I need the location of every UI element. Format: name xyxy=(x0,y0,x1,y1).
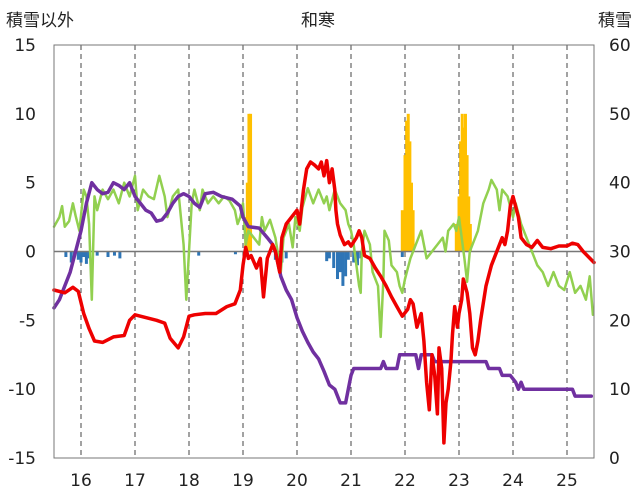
blue-bar-8 xyxy=(95,251,99,256)
orange-bar-5 xyxy=(403,155,407,252)
y-left-tick-labels: 15 10 5 0 -5 -10 -15 xyxy=(8,36,36,469)
blue-bar-19 xyxy=(332,251,336,269)
blue-bar-11 xyxy=(118,251,122,259)
orange-bar-1 xyxy=(245,182,249,252)
x-tick-25: 25 xyxy=(556,471,578,491)
y-left-tick-0: 0 xyxy=(25,243,36,263)
orange-bar-13 xyxy=(459,141,463,252)
orange-bar-14 xyxy=(460,113,464,252)
blue-bar-18 xyxy=(327,251,331,259)
y-left-tick--15: -15 xyxy=(8,449,36,469)
x-tick-23: 23 xyxy=(448,471,470,491)
y-right-tick-30: 30 xyxy=(609,243,631,263)
x-tick-21: 21 xyxy=(340,471,362,491)
x-tick-16: 16 xyxy=(70,471,92,491)
y-right-axis-label: 積雪 xyxy=(598,11,632,31)
orange-bar-3 xyxy=(249,113,253,252)
y-right-tick-50: 50 xyxy=(609,105,631,125)
orange-bar-2 xyxy=(247,113,251,252)
x-tick-17: 17 xyxy=(124,471,146,491)
orange-bar-7 xyxy=(406,113,410,252)
purple-series-line xyxy=(52,180,594,405)
blue-bar-17 xyxy=(325,251,329,262)
blue-bar-10 xyxy=(112,251,116,256)
blue-bar-6 xyxy=(84,251,88,264)
y-right-tick-labels: 60 50 40 30 20 10 0 xyxy=(609,36,631,469)
orange-bar-18 xyxy=(467,196,471,252)
blue-bar-21 xyxy=(338,251,342,273)
y-left-tick--10: -10 xyxy=(8,380,36,400)
blue-bar-26 xyxy=(355,251,359,266)
blue-bar-28 xyxy=(400,251,404,258)
orange-bar-16 xyxy=(463,113,467,252)
blue-bar-20 xyxy=(336,251,339,280)
y-right-tick-40: 40 xyxy=(609,174,631,194)
x-tick-20: 20 xyxy=(286,471,308,491)
y-right-tick-60: 60 xyxy=(609,36,631,56)
blue-bar-13 xyxy=(233,251,237,255)
x-tick-24: 24 xyxy=(502,471,524,491)
orange-bar-11 xyxy=(454,223,458,252)
blue-bar-25 xyxy=(352,251,356,263)
y-right-tick-10: 10 xyxy=(609,380,631,400)
green-series-line xyxy=(52,174,595,339)
y-right-tick-20: 20 xyxy=(609,311,631,331)
orange-bar-8 xyxy=(408,141,412,252)
y-left-tick--5: -5 xyxy=(19,311,36,331)
chart-title: 和寒 xyxy=(301,11,335,31)
blue-bar-0 xyxy=(64,251,68,258)
blue-bar-12 xyxy=(197,251,201,256)
orange-bar-15 xyxy=(462,127,466,252)
line-series-group xyxy=(52,158,596,445)
orange-bar-17 xyxy=(465,155,469,252)
y-left-tick-10: 10 xyxy=(14,105,36,125)
y-left-tick-15: 15 xyxy=(14,36,36,56)
x-tick-19: 19 xyxy=(232,471,254,491)
y-left-tick-5: 5 xyxy=(25,174,36,194)
orange-bar-9 xyxy=(409,182,413,252)
orange-bar-4 xyxy=(400,210,404,252)
y-left-axis-label: 積雪以外 xyxy=(6,11,74,31)
red-series-line xyxy=(52,158,596,445)
blue-bar-series xyxy=(64,251,404,286)
orange-bar-series xyxy=(244,113,472,252)
blue-bar-5 xyxy=(82,251,86,258)
blue-bar-3 xyxy=(76,251,80,260)
blue-bar-24 xyxy=(346,251,350,260)
y-right-tick-0: 0 xyxy=(609,449,620,469)
orange-bar-10 xyxy=(411,210,415,252)
plot-frame xyxy=(53,44,595,459)
blue-bar-4 xyxy=(79,251,83,263)
x-tick-labels: 16 17 18 19 20 21 22 23 24 25 xyxy=(70,471,578,491)
x-tick-22: 22 xyxy=(394,471,416,491)
blue-bar-22 xyxy=(341,251,345,286)
blue-bar-1 xyxy=(69,251,73,263)
blue-bar-9 xyxy=(106,251,110,258)
blue-bar-16 xyxy=(284,251,288,259)
blue-bar-23 xyxy=(344,251,348,277)
orange-bar-19 xyxy=(468,223,472,252)
orange-bar-6 xyxy=(405,120,409,252)
x-tick-18: 18 xyxy=(178,471,200,491)
